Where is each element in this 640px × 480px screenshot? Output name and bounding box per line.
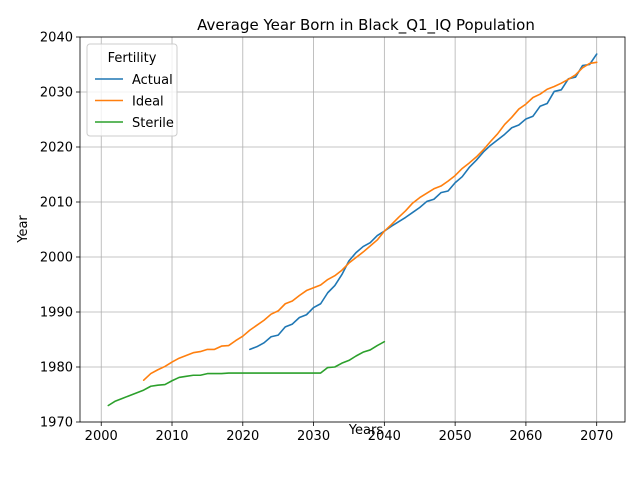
legend-title: Fertility	[108, 51, 157, 66]
y-axis-label: Year	[16, 215, 31, 244]
y-tick-label: 1990	[40, 306, 73, 321]
y-tick-label: 2040	[40, 31, 73, 46]
series-line-sterile	[107, 340, 386, 407]
series-line-ideal	[142, 61, 598, 382]
plot-frame	[79, 36, 626, 423]
axis-ticks: 2000 2010 2020 2030 2040 2050 2060 2070 1970 1980…	[40, 31, 613, 445]
x-tick-label: 2060	[509, 429, 542, 444]
series-line-actual	[249, 53, 598, 351]
legend-label-actual: Actual	[132, 73, 173, 88]
x-tick-label: 2070	[580, 429, 613, 444]
y-tick-label: 1980	[40, 361, 73, 376]
x-axis-label: Years	[348, 423, 384, 438]
y-tick-label: 2000	[40, 251, 73, 266]
x-tick-label: 2000	[85, 429, 118, 444]
x-tick-label: 2010	[155, 429, 188, 444]
x-tick-label: 2050	[439, 429, 472, 444]
x-tick-label: 2040	[368, 429, 401, 444]
legend-box	[86, 43, 178, 137]
y-tick-label: 2030	[40, 86, 73, 101]
series-lines	[107, 53, 598, 407]
chart-title: Average Year Born in Black_Q1_IQ Populat…	[197, 16, 535, 35]
y-tick-label: 2020	[40, 141, 73, 156]
y-tick-label: 2010	[40, 196, 73, 211]
x-tick-label: 2030	[297, 429, 330, 444]
legend: Fertility Actual Ideal Sterile	[86, 43, 178, 137]
grid	[80, 36, 625, 423]
y-tick-label: 1970	[40, 416, 73, 431]
x-tick-label: 2020	[226, 429, 259, 444]
legend-label-sterile: Sterile	[132, 116, 174, 131]
legend-label-ideal: Ideal	[132, 95, 164, 110]
